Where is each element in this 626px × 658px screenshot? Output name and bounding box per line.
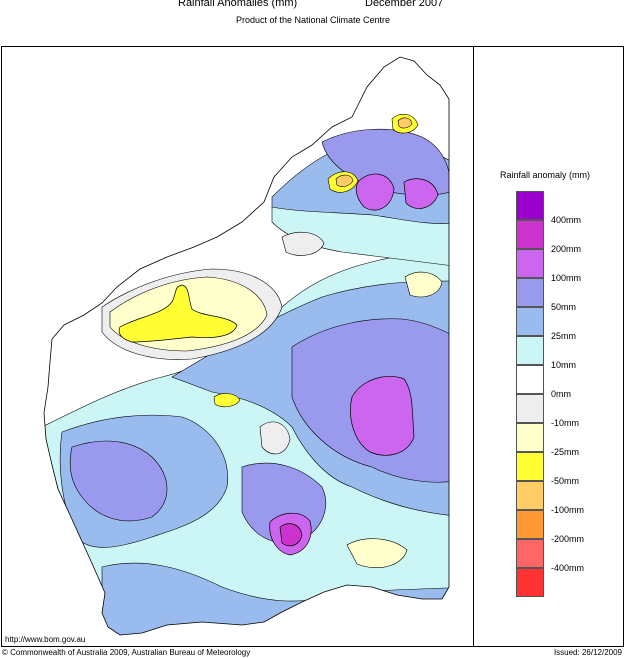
legend-swatch — [516, 307, 544, 336]
anomaly-minus25-east-a — [404, 271, 443, 298]
legend-label: -200mm — [551, 534, 585, 544]
legend-label: 10mm — [551, 360, 577, 370]
map-frame — [1, 46, 624, 647]
anomaly-minus25-east-b — [346, 538, 408, 569]
legend-swatch — [516, 336, 544, 365]
anomaly-50mm-southwest — [69, 440, 168, 522]
legend-swatch — [516, 452, 544, 481]
legend-label: -400mm — [551, 563, 585, 573]
legend-swatch — [516, 394, 544, 423]
map-title-row: Rainfall Anomalies (mm) December 2007 — [0, 0, 626, 11]
map-period: December 2007 — [365, 0, 444, 9]
anomaly-minus10-east — [259, 421, 291, 455]
footer-copyright: © Commonwealth of Australia 2009, Austra… — [2, 648, 251, 657]
anomaly-minus100-north-a — [335, 174, 354, 187]
anomaly-100mm-north-b — [403, 178, 439, 209]
legend-label: -25mm — [551, 447, 580, 457]
legend-swatch — [516, 365, 544, 394]
legend-swatch — [516, 423, 544, 452]
anomaly-minus10-north — [281, 231, 325, 256]
legend-label: 50mm — [551, 302, 577, 312]
legend-swatch — [516, 278, 544, 307]
anomaly-200mm-south — [279, 523, 303, 547]
footer-issued-date: Issued: 26/12/2009 — [553, 648, 622, 657]
frame-divider — [473, 46, 474, 647]
map-fill-group — [44, 57, 449, 635]
rainfall-anomaly-map — [43, 56, 450, 636]
legend-label: -10mm — [551, 418, 580, 428]
anomaly-minus50-pilbara — [118, 284, 238, 343]
legend-swatch — [516, 539, 544, 568]
footer-url: http://www.bom.gov.au — [5, 635, 86, 644]
wa-coastline — [43, 56, 450, 636]
legend-label: 100mm — [551, 273, 582, 283]
legend-label: 400mm — [551, 215, 582, 225]
legend-label: -100mm — [551, 505, 585, 515]
legend-label: 25mm — [551, 331, 577, 341]
map-title: Rainfall Anomalies (mm) — [178, 0, 298, 9]
anomaly-100mm-central — [350, 376, 415, 456]
legend-label: -50mm — [551, 476, 580, 486]
legend-label: 200mm — [551, 244, 582, 254]
legend-title: Rainfall anomaly (mm) — [500, 170, 591, 180]
legend-swatch — [516, 191, 544, 220]
anomaly-100mm-north-a — [355, 173, 395, 211]
legend-label: 0mm — [551, 389, 571, 399]
anomaly-minus100-north-b — [397, 117, 413, 129]
legend-swatch — [516, 220, 544, 249]
legend-swatch — [516, 568, 544, 597]
map-subtitle: Product of the National Climate Centre — [235, 15, 391, 25]
legend-swatch — [516, 249, 544, 278]
anomaly-minus25-small — [213, 393, 241, 408]
legend-swatch — [516, 510, 544, 539]
legend-swatch — [516, 481, 544, 510]
